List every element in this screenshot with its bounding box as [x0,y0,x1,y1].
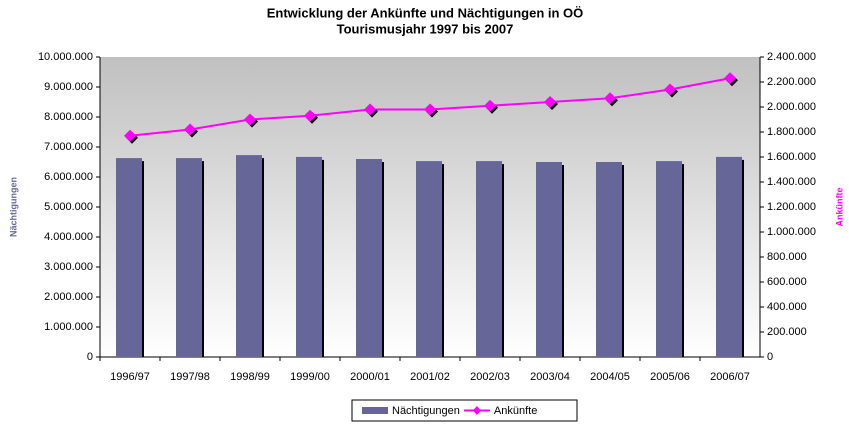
y-tick-label: 10.000.000 [38,51,93,63]
x-tick-label: 2005/06 [650,371,690,383]
x-tick-label: 2001/02 [410,371,450,383]
x-tick-label: 1998/99 [230,371,270,383]
bar [176,158,202,357]
bar [116,158,142,357]
marker [244,113,256,126]
bar [536,162,562,357]
x-tick-label: 2006/07 [710,371,750,383]
marker [664,83,676,96]
x-tick-label: 2002/03 [470,371,510,383]
legend-label: Ankünfte [494,405,537,417]
y2-axis-label: Ankünfte [834,188,844,227]
y-tick-label: 7.000.000 [44,141,93,153]
x-tick-label: 2000/01 [350,371,390,383]
y-tick-label: 2.000.000 [44,291,93,303]
marker [304,109,316,122]
bar [476,161,502,357]
marker [364,103,376,116]
y2-tick-label: 1.800.000 [767,126,816,138]
bar [356,159,382,357]
y2-tick-label: 2.000.000 [767,101,816,113]
legend-swatch [472,406,481,415]
marker [544,96,556,108]
y2-tick-label: 800.000 [767,251,807,263]
bar [596,162,622,357]
marker [124,129,136,142]
bar [236,155,262,357]
y-tick-label: 9.000.000 [44,81,93,93]
y2-tick-label: 1.600.000 [767,151,816,163]
marker [424,103,436,116]
x-tick-label: 1999/00 [290,371,330,383]
y2-tick-label: 200.000 [767,326,807,338]
y-tick-label: 4.000.000 [44,231,93,243]
y2-tick-label: 2.400.000 [767,51,816,63]
y2-tick-label: 400.000 [767,301,807,313]
y-axis-label: Nächtigungen [8,177,18,237]
y-tick-label: 6.000.000 [44,171,93,183]
y-tick-label: 0 [87,351,93,363]
y2-tick-label: 0 [767,351,773,363]
marker [604,92,616,105]
y-tick-label: 3.000.000 [44,261,93,273]
legend-swatch [362,407,388,414]
y2-tick-label: 1.000.000 [767,226,816,238]
y2-tick-label: 600.000 [767,276,807,288]
chart-subtitle: Tourismusjahr 1997 bis 2007 [337,21,514,36]
y2-tick-label: 1.200.000 [767,201,816,213]
bar [656,161,682,357]
bar [416,161,442,357]
y-tick-label: 5.000.000 [44,201,93,213]
bar [296,156,322,357]
y-tick-label: 8.000.000 [44,111,93,123]
legend-label: Nächtigungen [392,405,460,417]
x-tick-label: 2003/04 [530,371,570,383]
marker [184,123,196,136]
marker [724,72,736,85]
y2-tick-label: 1.400.000 [767,176,816,188]
marker [484,99,496,112]
y2-tick-label: 2.200.000 [767,76,816,88]
y-tick-label: 1.000.000 [44,321,93,333]
x-tick-label: 1997/98 [170,371,210,383]
x-tick-label: 1996/97 [110,371,150,383]
bar [716,156,742,357]
x-tick-label: 2004/05 [590,371,630,383]
chart-title: Entwicklung der Ankünfte und Nächtigunge… [267,5,584,20]
